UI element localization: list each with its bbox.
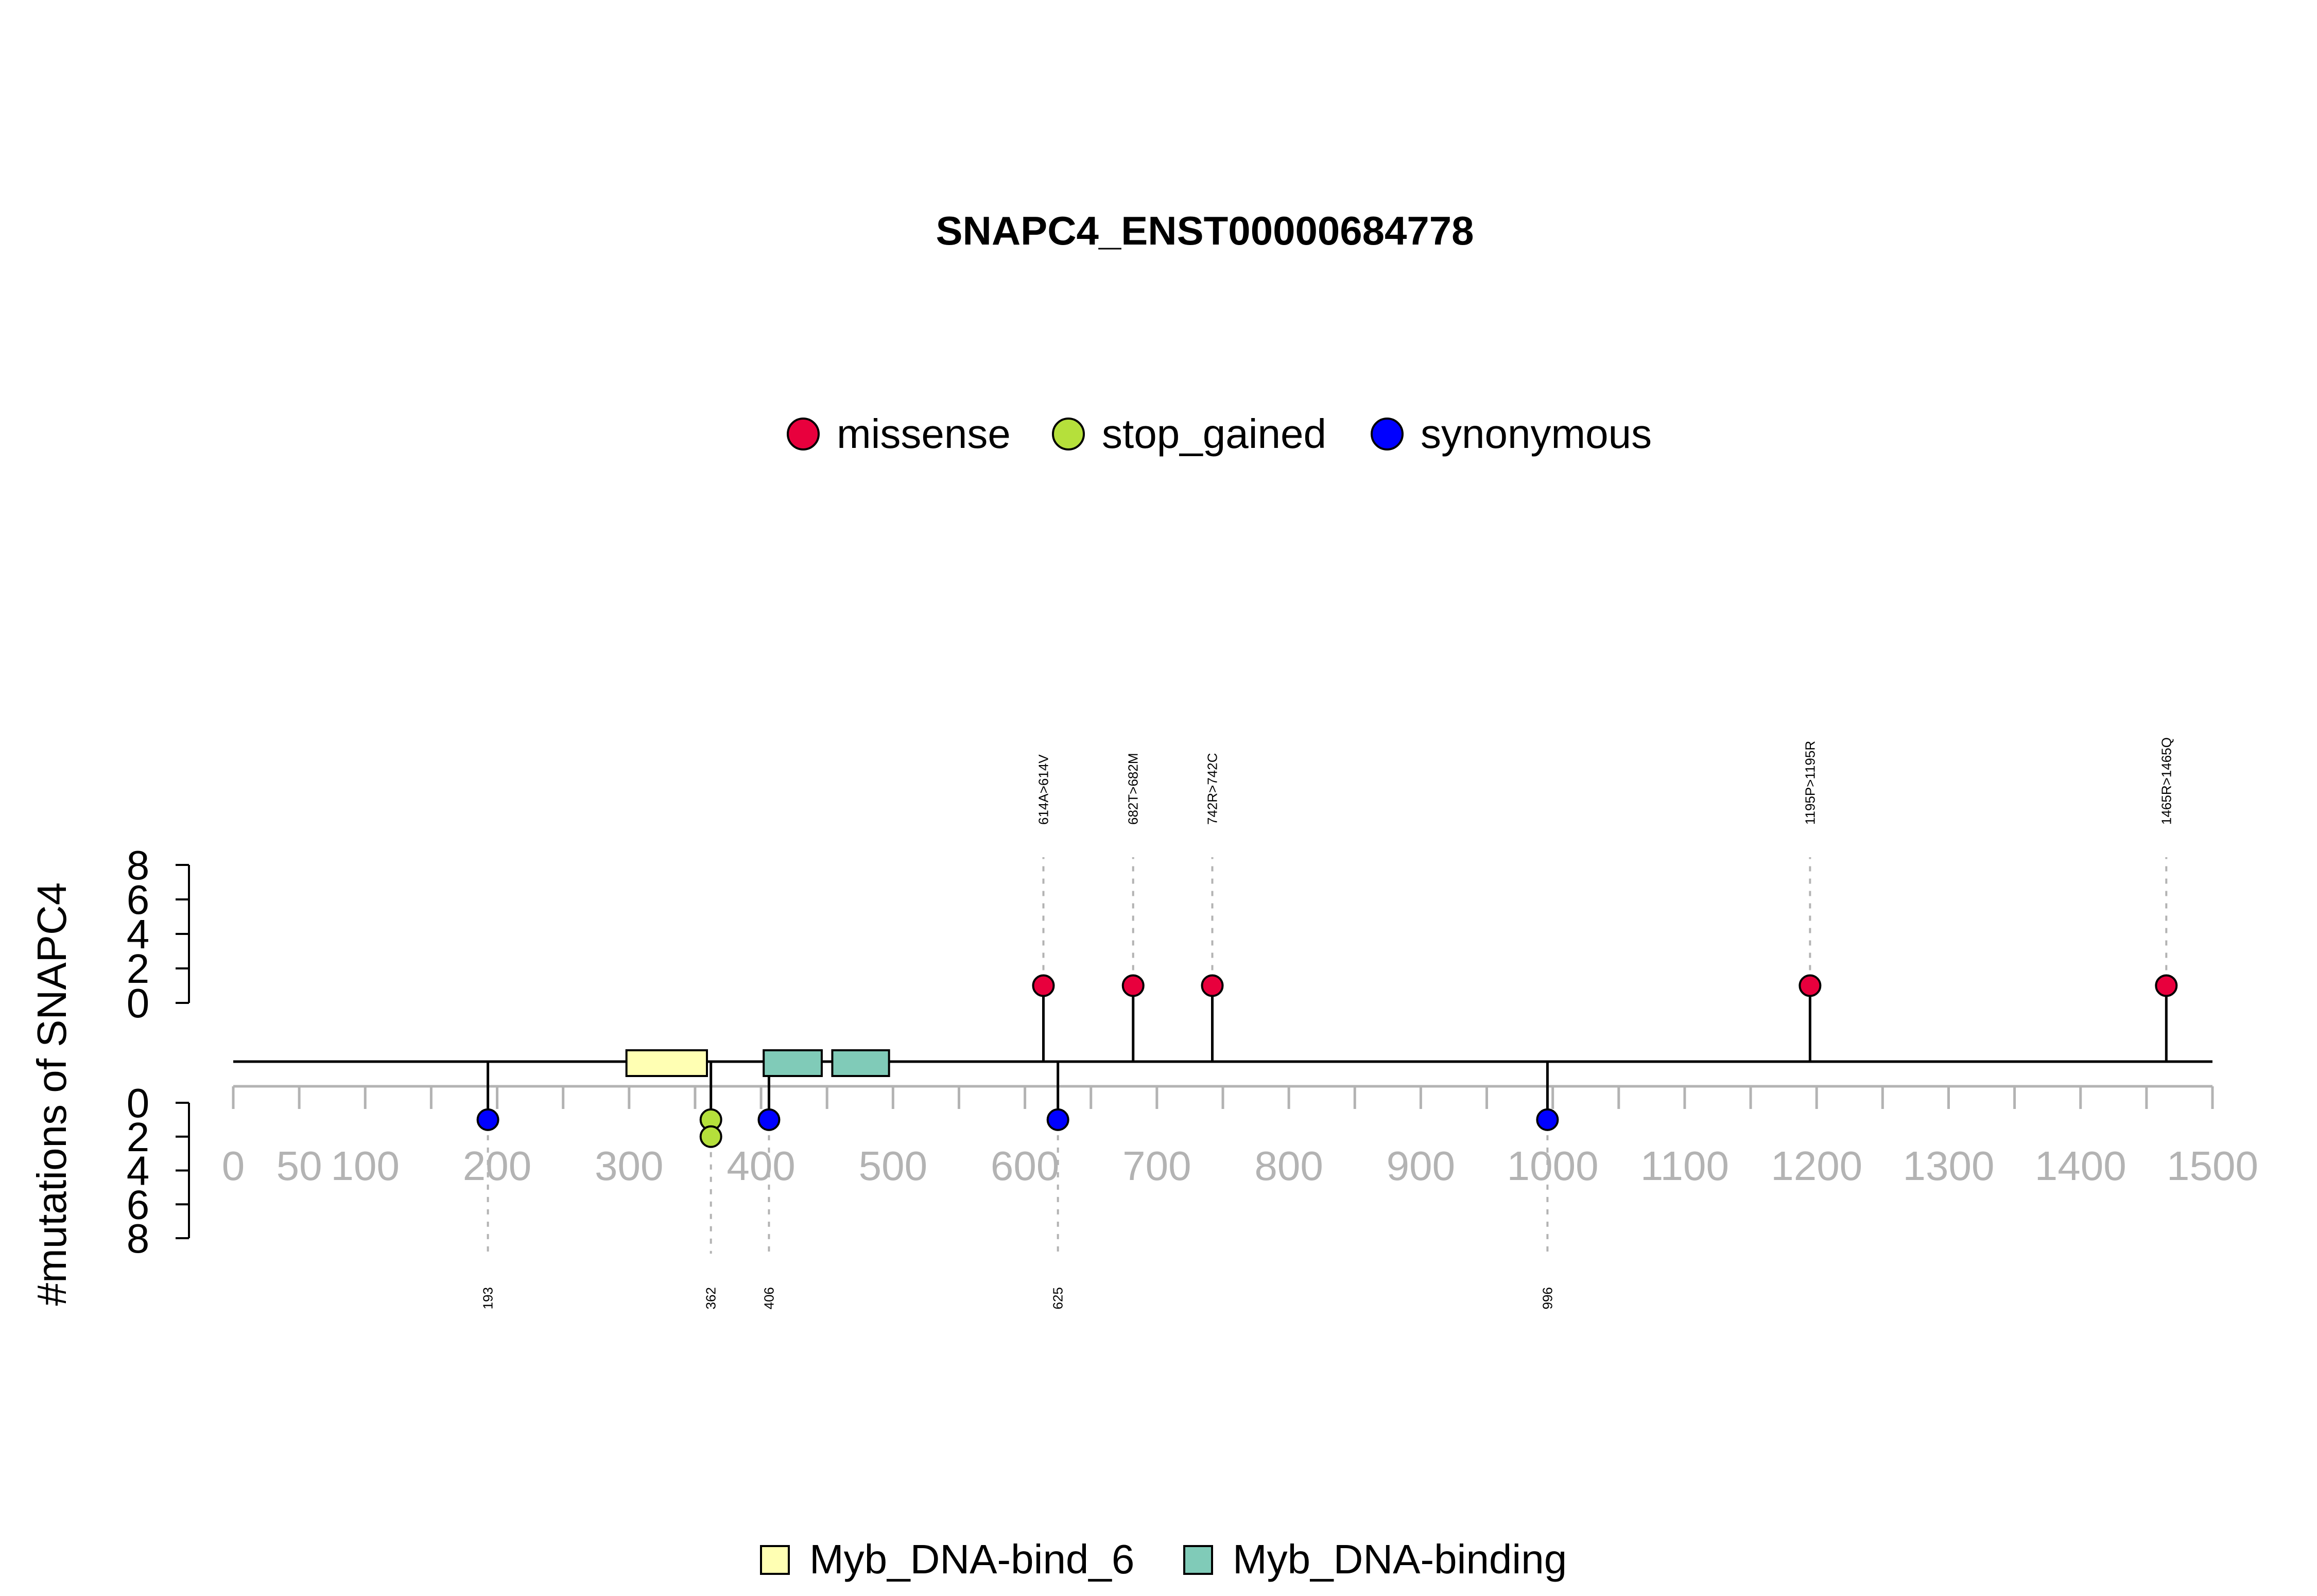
tick-label: 1200 <box>1771 1143 1862 1189</box>
tick-label: 1100 <box>1640 1143 1729 1189</box>
tick-label: 50 <box>276 1143 322 1189</box>
legend-swatch <box>1183 1545 1213 1575</box>
tick-label: 8 <box>127 1216 150 1261</box>
tick-label: 1500 <box>2167 1143 2258 1189</box>
mutation-point <box>2155 974 2178 997</box>
tick-label: 800 <box>1254 1143 1323 1189</box>
tick-label: 500 <box>859 1143 927 1189</box>
mutation-label: 742R>742C <box>1204 753 1220 825</box>
mutation-point <box>1799 974 1822 997</box>
tick-label: 1000 <box>1507 1143 1599 1189</box>
legend-marker <box>1371 418 1404 450</box>
legend-label: stop_gained <box>1102 411 1326 457</box>
tick-label: 8 <box>127 842 150 888</box>
tick-label: 0 <box>127 1080 150 1126</box>
chart-title: SNAPC4_ENST00000684778 <box>936 208 1474 253</box>
mutation-point <box>1536 1108 1559 1131</box>
tick-label: 0 <box>222 1143 245 1189</box>
mutation-label: 682T>682M <box>1126 753 1141 825</box>
mutation-point <box>1046 1108 1069 1131</box>
tick-label: 100 <box>331 1143 400 1189</box>
domain-box <box>625 1049 708 1077</box>
mutation-labels: 614A>614V 682T>682M 742R>742C 1195P>1195R 14… <box>480 737 2174 1309</box>
legend-marker <box>787 418 820 450</box>
tick-label: 600 <box>991 1143 1059 1189</box>
legend-marker <box>1052 418 1085 450</box>
mutation-label: 625 <box>1050 1287 1066 1309</box>
tick-label: 700 <box>1122 1143 1191 1189</box>
mutation-point <box>757 1108 781 1131</box>
tick-label: 4 <box>127 911 150 957</box>
tick-label: 4 <box>127 1148 150 1194</box>
mutation-label: 193 <box>480 1287 496 1309</box>
mutation-label: 406 <box>761 1287 776 1309</box>
legend-swatch <box>760 1545 790 1575</box>
mutation-label: 1195P>1195R <box>1802 741 1818 825</box>
mutation-point <box>1032 974 1055 997</box>
mutation-point <box>1201 974 1224 997</box>
tick-label: 0 <box>127 980 150 1026</box>
tick-label: 2 <box>127 1114 150 1160</box>
legend-label: Myb_DNA-bind_6 <box>809 1536 1134 1582</box>
mutation-points <box>476 974 2178 1148</box>
mutation-label: 1465R>1465Q <box>2158 737 2174 825</box>
tick-label: 900 <box>1387 1143 1455 1189</box>
tick-label: 6 <box>127 877 150 923</box>
mutation-label: 614A>614V <box>1035 754 1051 825</box>
tick-label: 200 <box>463 1143 531 1189</box>
protein-domains <box>625 1049 890 1077</box>
mutation-point <box>699 1125 722 1148</box>
mutation-label: 996 <box>1540 1287 1555 1309</box>
mutation-label: 362 <box>703 1287 719 1309</box>
tick-label: 400 <box>727 1143 795 1189</box>
domain-legend: Myb_DNA-bind_6 Myb_DNA-binding <box>760 1536 1567 1582</box>
mutation-type-legend: missense stop_gained synonymous <box>787 411 1652 457</box>
tick-label: 2 <box>127 946 150 992</box>
protein-position-axis: 0 50 100 200 300 400 500 600 700 800 900 1000 1100 12… <box>222 1085 2258 1189</box>
legend-label: Myb_DNA-binding <box>1233 1536 1567 1582</box>
tick-label: 1300 <box>1903 1143 1994 1189</box>
tick-label: 1400 <box>2035 1143 2126 1189</box>
y-axis-label: #mutations of SNAPC4 <box>29 882 75 1306</box>
mutation-point <box>1121 974 1145 997</box>
legend-label: missense <box>837 411 1011 457</box>
legend-label: synonymous <box>1421 411 1652 457</box>
tick-label: 6 <box>127 1182 150 1227</box>
tick-label: 300 <box>595 1143 663 1189</box>
mutation-point <box>476 1108 499 1131</box>
domain-box <box>763 1049 823 1077</box>
domain-box <box>831 1049 890 1077</box>
